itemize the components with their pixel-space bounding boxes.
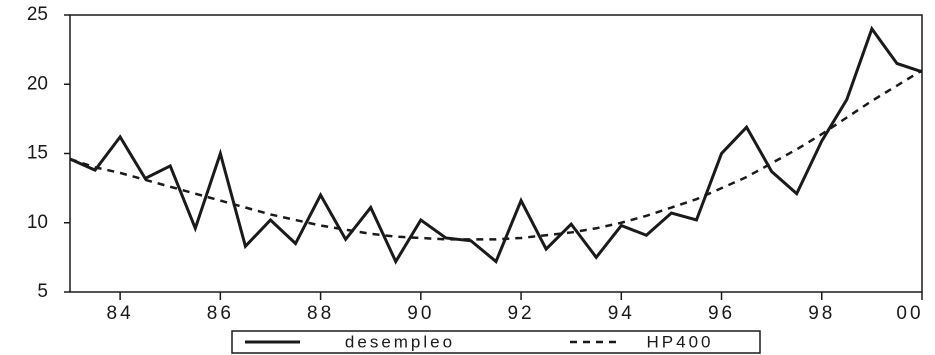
x-tick-label: 98 [808,303,835,324]
legend-label: HP400 [647,332,714,351]
x-tick-label: 00 [896,303,923,324]
y-tick-label: 20 [27,73,48,94]
y-tick-label: 25 [27,4,48,25]
x-tick-label: 86 [207,303,234,324]
legend-label: desempleo [345,332,455,351]
x-tick-label: 90 [407,303,434,324]
x-tick-label: 88 [307,303,334,324]
plot-frame [69,14,923,293]
legend-box [231,330,761,354]
x-tick-label: 96 [708,303,735,324]
x-tick-label: 94 [608,303,635,324]
y-tick-label: 5 [37,281,48,302]
line-series [69,69,923,241]
x-tick-label: 92 [507,303,534,324]
y-tick-label: 15 [27,143,48,164]
x-tick-label: 84 [107,303,134,324]
y-tick-label: 10 [27,212,48,233]
line-series [69,25,923,265]
